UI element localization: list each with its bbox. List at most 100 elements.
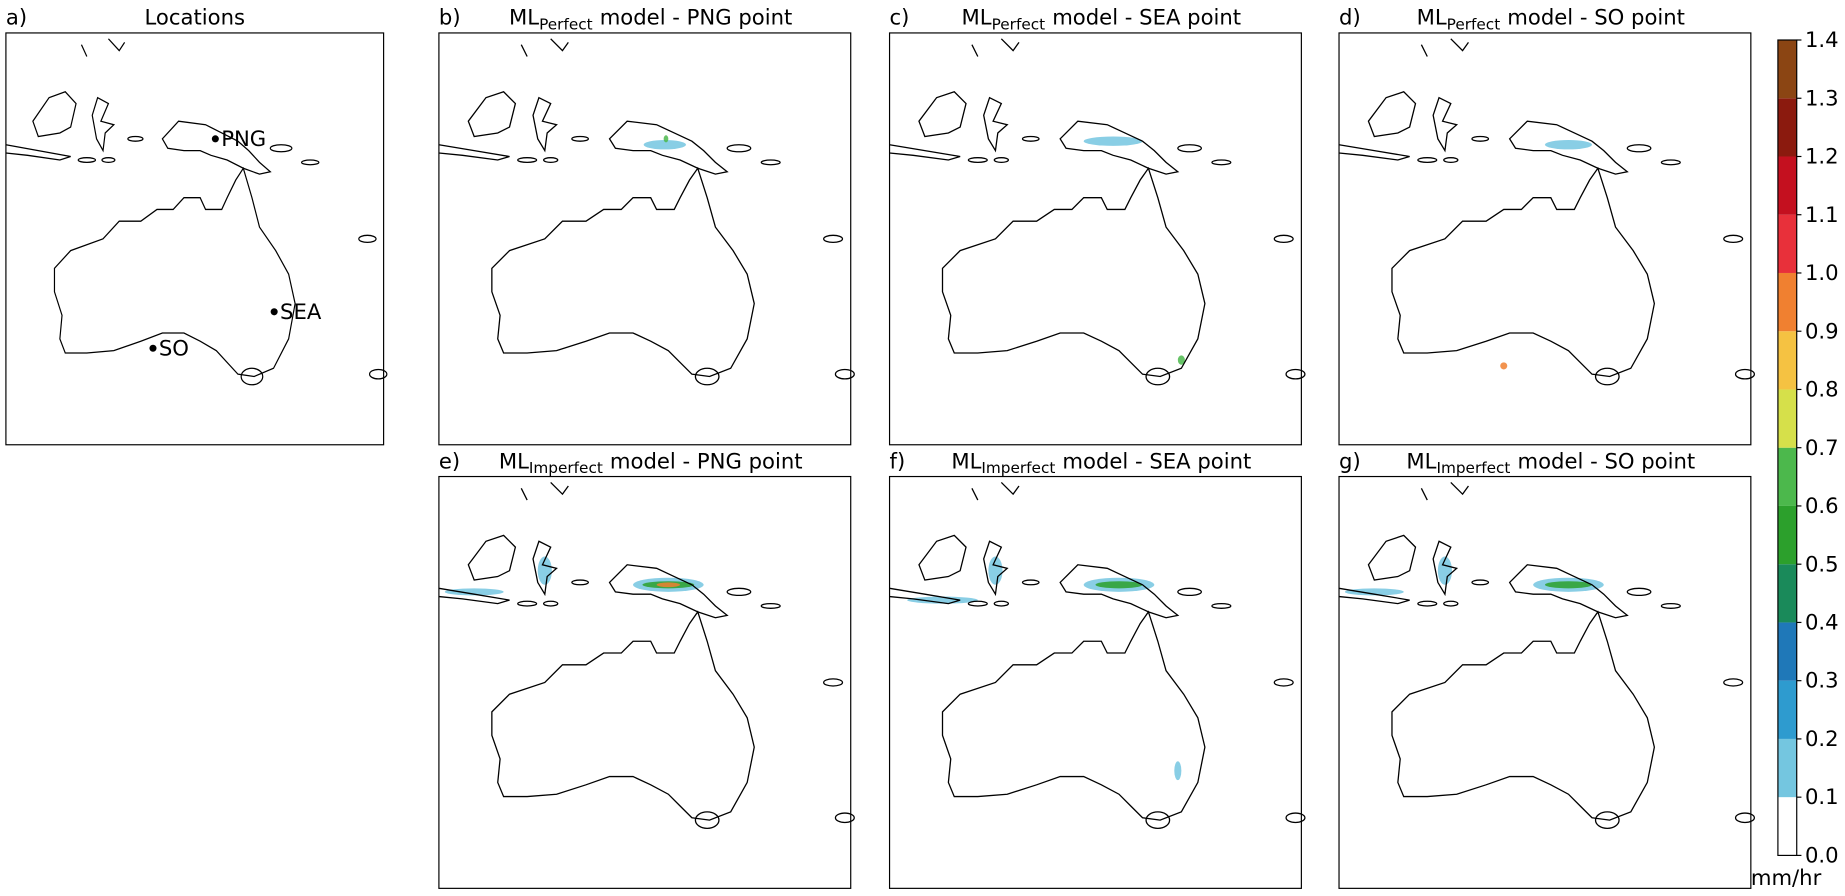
precip-area (1083, 136, 1143, 146)
colorbar-tick-label: 0.7 (1805, 435, 1839, 460)
colorbar-tick-label: 1.3 (1805, 85, 1839, 110)
panel-label: f) (890, 448, 906, 473)
panel-label: a) (6, 5, 27, 30)
colorbar-segment (1777, 214, 1797, 273)
precip-area (1095, 581, 1143, 589)
panel-title: MLImperfect model - SO point (1406, 448, 1695, 477)
map-frame (1338, 32, 1752, 446)
panel-title: MLImperfect model - PNG point (499, 448, 803, 477)
colorbar-tick-label: 0.8 (1805, 377, 1839, 402)
precip-area (1344, 588, 1404, 596)
panel-title: Locations (144, 5, 245, 30)
colorbar-tick-label: 0.0 (1805, 842, 1839, 867)
precip-area (1544, 140, 1592, 150)
colorbar-segment (1777, 738, 1797, 798)
colorbar-segment (1777, 797, 1797, 856)
precip-area (537, 556, 552, 585)
title-rest: model - PNG point (600, 5, 793, 30)
colorbar-segment (1777, 98, 1797, 157)
precip-area (1174, 761, 1182, 781)
colorbar-tick-label: 0.2 (1805, 726, 1839, 751)
title-main: ML (499, 448, 529, 473)
map-frame (1338, 475, 1752, 889)
panel-title: MLPerfect model - PNG point (509, 5, 792, 34)
location-point (149, 344, 157, 352)
location-point (270, 308, 278, 316)
map-frame (888, 32, 1302, 446)
map-content (1338, 481, 1756, 829)
colorbar-tick-label: 0.1 (1805, 784, 1839, 809)
map-panel (438, 32, 855, 446)
colorbar-segment (1777, 40, 1797, 99)
title-rest: model - PNG point (610, 448, 803, 473)
title-main: ML (1406, 448, 1436, 473)
precip-area (643, 140, 686, 150)
precip-area (656, 582, 681, 588)
colorbar-segment (1777, 331, 1797, 390)
panel-title: MLImperfect model - SEA point (951, 448, 1251, 477)
colorbar-segment (1777, 680, 1797, 739)
colorbar-tick-label: 0.4 (1805, 609, 1839, 634)
location-label: SEA (280, 299, 322, 324)
title-main: ML (951, 448, 981, 473)
location-label: PNG (221, 126, 266, 151)
colorbar-segment (1777, 447, 1797, 506)
colorbar-tick-label: 0.6 (1805, 493, 1839, 518)
map-panel (888, 32, 1306, 446)
precip-area (988, 556, 1003, 585)
colorbar-tick-label: 1.4 (1805, 27, 1839, 52)
title-sub: Imperfect (1436, 459, 1510, 477)
panel-label: e) (439, 448, 460, 473)
map-frame (5, 32, 385, 446)
map-content (438, 38, 855, 386)
map-content (1338, 38, 1756, 386)
title-sub: Perfect (1447, 15, 1501, 33)
colorbar-tick-label: 0.3 (1805, 668, 1839, 693)
map-panel (1338, 475, 1756, 889)
title-main: ML (1417, 5, 1447, 30)
title-main: ML (962, 5, 992, 30)
title-rest: model - SEA point (1052, 5, 1241, 30)
precip-area (907, 596, 978, 604)
colorbar-segment (1777, 389, 1797, 448)
precip-area (1177, 355, 1185, 365)
map-panel: PNG SEA SO (5, 32, 388, 446)
panel-title: MLPerfect model - SO point (1417, 5, 1685, 34)
title-rest: model - SO point (1517, 448, 1695, 473)
colorbar-tick-label: 0.5 (1805, 551, 1839, 576)
precip-area (444, 588, 504, 596)
map-panel (888, 475, 1306, 889)
title-sub: Perfect (992, 15, 1046, 33)
map-panel (1338, 32, 1756, 446)
precip-area (1500, 362, 1508, 370)
colorbar-segment (1777, 622, 1797, 681)
title-main: ML (509, 5, 539, 30)
colorbar-tick-label: 1.0 (1805, 260, 1839, 285)
map-content (438, 481, 855, 829)
title-rest: model - SEA point (1062, 448, 1251, 473)
precip-area (1437, 556, 1452, 585)
colorbar-segment (1777, 505, 1797, 565)
precip-area (1544, 581, 1592, 589)
colorbar-segment (1777, 156, 1797, 215)
panel-label: d) (1339, 5, 1361, 30)
title-sub: Imperfect (529, 459, 603, 477)
title-sub: Imperfect (981, 459, 1055, 477)
panel-label: b) (439, 5, 461, 30)
panel-label: c) (890, 5, 910, 30)
panel-title: MLPerfect model - SEA point (962, 5, 1242, 34)
colorbar-segment (1777, 272, 1797, 332)
title-rest: model - SO point (1507, 5, 1685, 30)
colorbar-segment (1777, 564, 1797, 623)
location-point (211, 135, 219, 143)
map-panel (438, 475, 855, 889)
location-label: SO (159, 335, 189, 360)
colorbar-tick-label: 0.9 (1805, 318, 1839, 343)
panel-label: g) (1339, 448, 1361, 473)
map-frame (888, 475, 1302, 889)
colorbar-tick-label: 1.2 (1805, 144, 1839, 169)
map-frame (438, 475, 852, 889)
colorbar-unit: mm/hr (1751, 865, 1822, 890)
